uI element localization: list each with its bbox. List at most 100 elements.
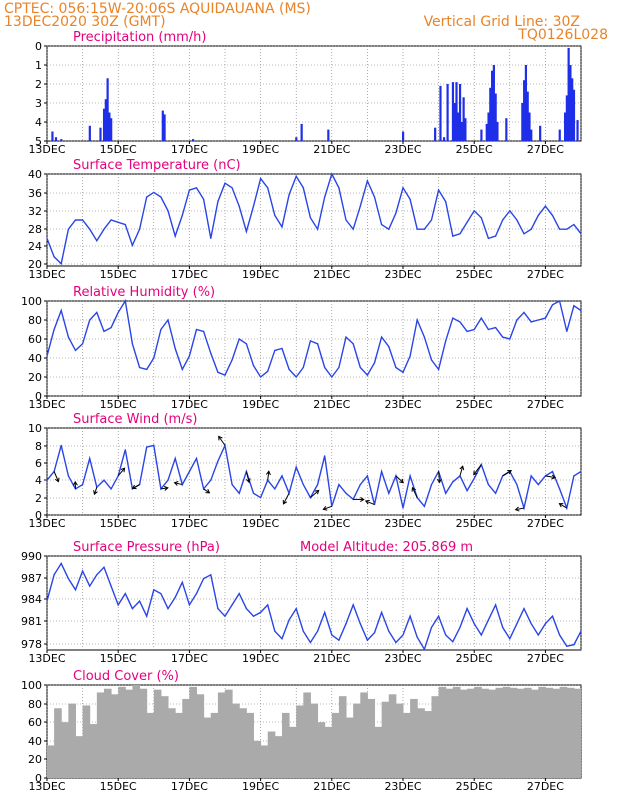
y-tick-label: 36 <box>28 187 42 200</box>
data-point <box>288 194 290 196</box>
header-grid-info: Vertical Grid Line: 30Z <box>423 14 580 30</box>
data-point <box>117 221 119 223</box>
data-point <box>566 330 568 332</box>
precip-bar <box>88 125 91 141</box>
data-point <box>509 638 511 640</box>
wind-arrow <box>438 471 441 483</box>
data-point <box>466 221 468 223</box>
data-point <box>295 175 297 177</box>
data-point <box>217 460 219 462</box>
data-point <box>138 366 141 369</box>
cloud-bar <box>253 740 262 778</box>
cloud-bar <box>467 688 475 778</box>
data-point <box>60 444 62 446</box>
y-tick-label: 32 <box>28 205 42 218</box>
data-point <box>302 187 304 189</box>
data-point <box>224 615 226 617</box>
x-tick-label: 13DEC <box>28 517 65 530</box>
data-point <box>252 205 255 207</box>
wind-arrow <box>267 471 270 481</box>
data-point <box>324 366 326 369</box>
data-point <box>523 608 525 610</box>
wind-arrow-head <box>436 478 442 484</box>
data-point <box>388 492 390 494</box>
precip-bar <box>494 93 497 141</box>
precip-bar <box>458 84 462 141</box>
data-point <box>74 349 77 351</box>
cloud-bar <box>495 687 504 778</box>
precip-bar <box>161 110 164 141</box>
data-point <box>46 600 48 602</box>
data-point <box>224 182 226 184</box>
cloud-bar <box>189 686 198 778</box>
data-point <box>110 327 112 329</box>
precip-bar <box>524 65 528 141</box>
data-point <box>559 634 561 636</box>
precip-bar <box>528 112 531 141</box>
precip-bar <box>487 112 490 141</box>
data-point <box>295 466 297 468</box>
data-point <box>459 233 461 235</box>
cloud-bar <box>89 724 98 778</box>
panel-title: Precipitation (mm/h) <box>73 30 206 45</box>
cloud-bar <box>68 703 76 778</box>
precip-bar <box>530 129 533 141</box>
data-point <box>210 479 212 481</box>
data-point <box>537 319 539 321</box>
data-point <box>53 328 55 331</box>
data-point <box>103 228 105 230</box>
y-tick-label: 0 <box>35 40 42 53</box>
data-point <box>96 311 98 313</box>
data-point <box>103 566 105 568</box>
wind-arrow-head <box>507 470 512 475</box>
y-tick-label: 0 <box>35 509 42 522</box>
cloud-bar <box>424 711 432 778</box>
panel-frame <box>46 45 582 142</box>
data-point <box>580 630 582 632</box>
data-point <box>124 593 126 595</box>
x-tick-label: 15DEC <box>100 652 137 665</box>
cloud-bar <box>552 688 561 778</box>
data-point <box>516 483 518 486</box>
data-point <box>210 352 212 354</box>
wind-arrow-head <box>163 485 169 491</box>
data-point <box>381 611 383 614</box>
data-point <box>138 600 141 602</box>
y-tick-label: 100 <box>21 295 42 308</box>
x-tick-label: 25DEC <box>456 517 493 530</box>
data-point <box>181 214 183 216</box>
data-point <box>53 574 55 576</box>
x-tick-label: 17DEC <box>171 780 208 793</box>
x-tick-label: 27DEC <box>527 780 564 793</box>
data-point <box>373 632 376 634</box>
data-point <box>551 214 554 216</box>
cloud-bar <box>103 688 112 778</box>
data-point <box>473 328 475 331</box>
data-point <box>260 611 262 614</box>
precip-bar <box>485 123 488 141</box>
data-point <box>359 483 361 486</box>
y-tick-label: 40 <box>28 168 42 181</box>
data-point <box>359 205 361 207</box>
cloud-bar <box>353 703 361 778</box>
data-point <box>366 639 368 641</box>
precip-bar <box>567 47 570 141</box>
wind-arrow-head <box>459 465 465 471</box>
data-point <box>466 330 468 332</box>
data-point <box>117 604 119 606</box>
data-point <box>530 475 532 477</box>
data-point <box>46 237 48 239</box>
data-point <box>89 228 91 230</box>
wind-arrow <box>174 482 183 486</box>
wind-arrow <box>93 486 98 495</box>
data-point <box>82 219 84 221</box>
wind-arrow <box>559 503 568 509</box>
wind-arrow-head <box>173 481 179 486</box>
precip-bar <box>99 127 102 141</box>
cloud-bar <box>538 686 546 778</box>
data-point <box>302 483 304 486</box>
data-point <box>231 359 233 361</box>
cloud-bar <box>324 726 333 778</box>
data-point <box>551 615 554 617</box>
cloud-bar <box>182 698 190 778</box>
